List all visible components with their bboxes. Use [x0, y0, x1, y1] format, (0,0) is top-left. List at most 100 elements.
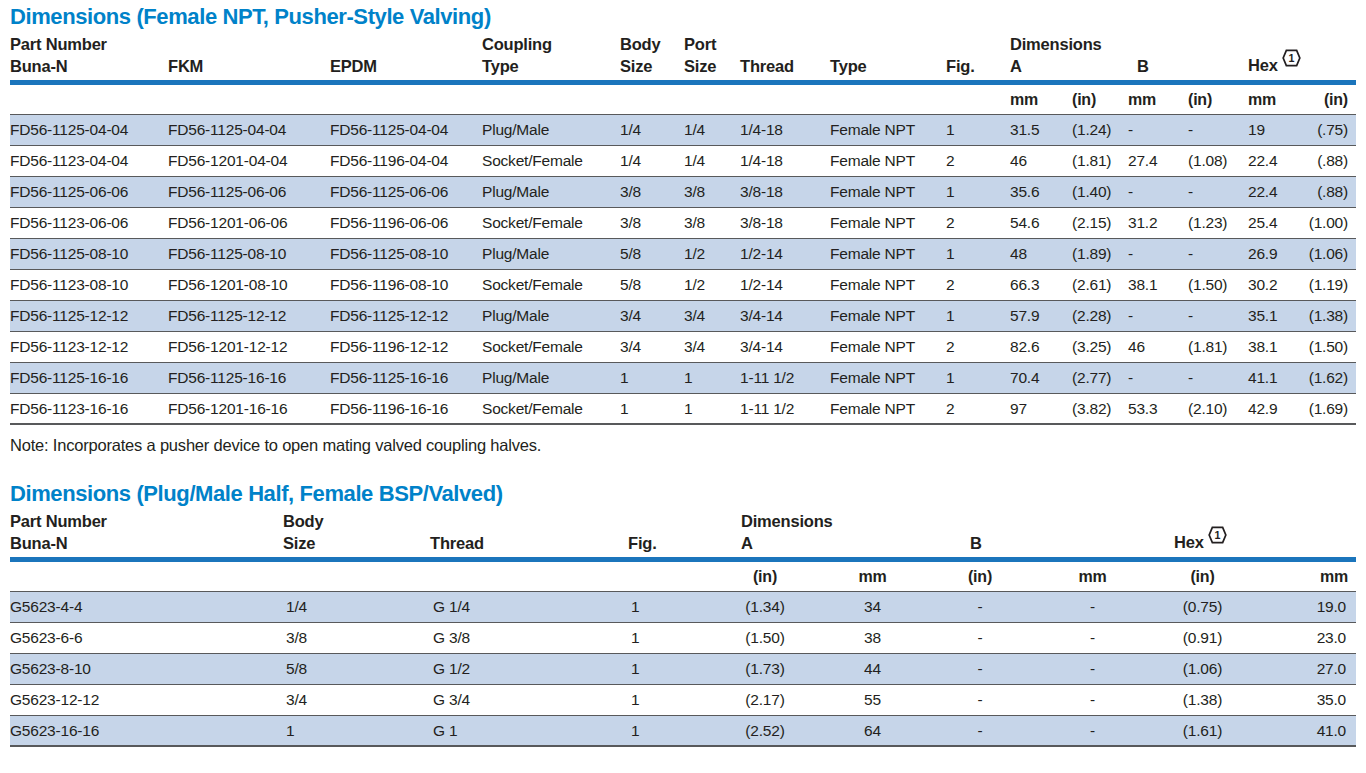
cell: Female NPT	[830, 121, 946, 139]
cell: (1.06)	[1300, 245, 1356, 263]
table-row: FD56-1123-06-06FD56-1201-06-06FD56-1196-…	[10, 208, 1356, 239]
cell: FD56-1125-06-06	[168, 183, 330, 201]
table-row: G5623-6-63/8G 3/81(1.50)38--(0.91)23.0	[10, 623, 1356, 654]
cell: 1/4	[684, 152, 740, 170]
cell: FD56-1125-04-04	[10, 121, 168, 139]
cell: (1.50)	[1300, 338, 1356, 356]
part-number-label: Part Number	[10, 510, 283, 532]
cell: FD56-1125-16-16	[330, 369, 482, 387]
table-female-npt: Dimensions (Female NPT, Pusher-Style Val…	[10, 5, 1356, 455]
cell: (1.08)	[1188, 152, 1248, 170]
cell: 22.4	[1248, 183, 1300, 201]
cell: FD56-1125-04-04	[168, 121, 330, 139]
body-label: Body	[283, 510, 430, 532]
buna-label: Buna-N	[10, 55, 168, 77]
cell: 41.0	[1255, 722, 1356, 740]
cell: 3/8-18	[740, 214, 830, 232]
cell: FD56-1125-12-12	[330, 307, 482, 325]
cell: (1.81)	[1188, 338, 1248, 356]
dimensions-label: Dimensions	[1010, 33, 1072, 55]
cell: 25.4	[1248, 214, 1300, 232]
cell: FD56-1201-12-12	[168, 338, 330, 356]
unit-b-in: (in)	[925, 566, 1035, 588]
cell: -	[1128, 369, 1188, 387]
cell: -	[925, 660, 1035, 678]
table2-body: G5623-4-41/4G 1/41(1.34)34--(0.75)19.0G5…	[10, 592, 1356, 747]
cell: Female NPT	[830, 214, 946, 232]
cell: FD56-1125-04-04	[330, 121, 482, 139]
cell: 31.2	[1128, 214, 1188, 232]
cell: G 3/8	[430, 629, 628, 647]
table-row: FD56-1125-06-06FD56-1125-06-06FD56-1125-…	[10, 177, 1356, 208]
cell: Female NPT	[830, 338, 946, 356]
cell: (1.19)	[1300, 276, 1356, 294]
cell: (3.82)	[1072, 400, 1128, 418]
cell: 1	[684, 400, 740, 418]
column-header-fkm: FKM	[168, 55, 330, 77]
cell: -	[1188, 307, 1248, 325]
cell: (.75)	[1300, 121, 1356, 139]
column-header-fig: Fig.	[946, 55, 1010, 77]
cell: 26.9	[1248, 245, 1300, 263]
hexagon-footnote-1-icon: 1	[1282, 49, 1301, 72]
cell: 38.1	[1248, 338, 1300, 356]
cell: 1/2	[684, 245, 740, 263]
cell: -	[1188, 369, 1248, 387]
cell: FD56-1196-16-16	[330, 400, 482, 418]
cell: 1	[283, 722, 430, 740]
cell: G5623-6-6	[10, 629, 283, 647]
cell: 1	[946, 245, 1010, 263]
cell: 3/8	[283, 629, 430, 647]
cell: 1	[684, 369, 740, 387]
cell: 46	[1128, 338, 1188, 356]
catalog-page: Dimensions (Female NPT, Pusher-Style Val…	[0, 0, 1366, 747]
cell: Socket/Female	[482, 214, 620, 232]
unit-a-in: (in)	[710, 566, 820, 588]
cell: 3/4	[620, 307, 684, 325]
port-label: Port	[684, 33, 740, 55]
cell: 57.9	[1010, 307, 1072, 325]
cell: 1/4	[620, 152, 684, 170]
table-row: FD56-1123-16-16FD56-1201-16-16FD56-1196-…	[10, 394, 1356, 425]
cell: -	[925, 598, 1035, 616]
cell: 1/4	[283, 598, 430, 616]
cell: FD56-1125-12-12	[168, 307, 330, 325]
cell: 1/4-18	[740, 121, 830, 139]
coupling-label: Coupling	[482, 33, 620, 55]
table-row: FD56-1125-16-16FD56-1125-16-16FD56-1125-…	[10, 363, 1356, 394]
cell: 27.4	[1128, 152, 1188, 170]
unit-b-mm: mm	[1128, 89, 1188, 111]
cell: -	[1035, 722, 1150, 740]
cell: (.88)	[1300, 183, 1356, 201]
cell: 1	[628, 722, 710, 740]
unit-hex-in: (in)	[1150, 566, 1255, 588]
cell: 35.6	[1010, 183, 1072, 201]
dimension-b-label: B	[1137, 55, 1188, 77]
cell: 2	[946, 276, 1010, 294]
thread-label: Thread	[740, 55, 830, 77]
cell: Plug/Male	[482, 369, 620, 387]
cell: FD56-1125-16-16	[10, 369, 168, 387]
cell: (1.24)	[1072, 121, 1128, 139]
cell: Plug/Male	[482, 121, 620, 139]
table-row: FD56-1123-04-04FD56-1201-04-04FD56-1196-…	[10, 146, 1356, 177]
cell: 35.1	[1248, 307, 1300, 325]
fig-label: Fig.	[628, 532, 710, 554]
cell: 41.1	[1248, 369, 1300, 387]
cell: 70.4	[1010, 369, 1072, 387]
fig-label: Fig.	[946, 55, 1010, 77]
column-header-buna-n: Part Number Buna-N	[10, 510, 283, 554]
cell: -	[1128, 245, 1188, 263]
cell: (1.89)	[1072, 245, 1128, 263]
table-row: FD56-1125-04-04FD56-1125-04-04FD56-1125-…	[10, 115, 1356, 146]
cell: Female NPT	[830, 307, 946, 325]
hex-label: Hex	[1174, 533, 1204, 551]
cell: 2	[946, 400, 1010, 418]
cell: 3/4	[283, 691, 430, 709]
cell: -	[1035, 660, 1150, 678]
cell: 1-11 1/2	[740, 369, 830, 387]
cell: 54.6	[1010, 214, 1072, 232]
cell: Socket/Female	[482, 400, 620, 418]
cell: (2.28)	[1072, 307, 1128, 325]
cell: (1.50)	[1188, 276, 1248, 294]
